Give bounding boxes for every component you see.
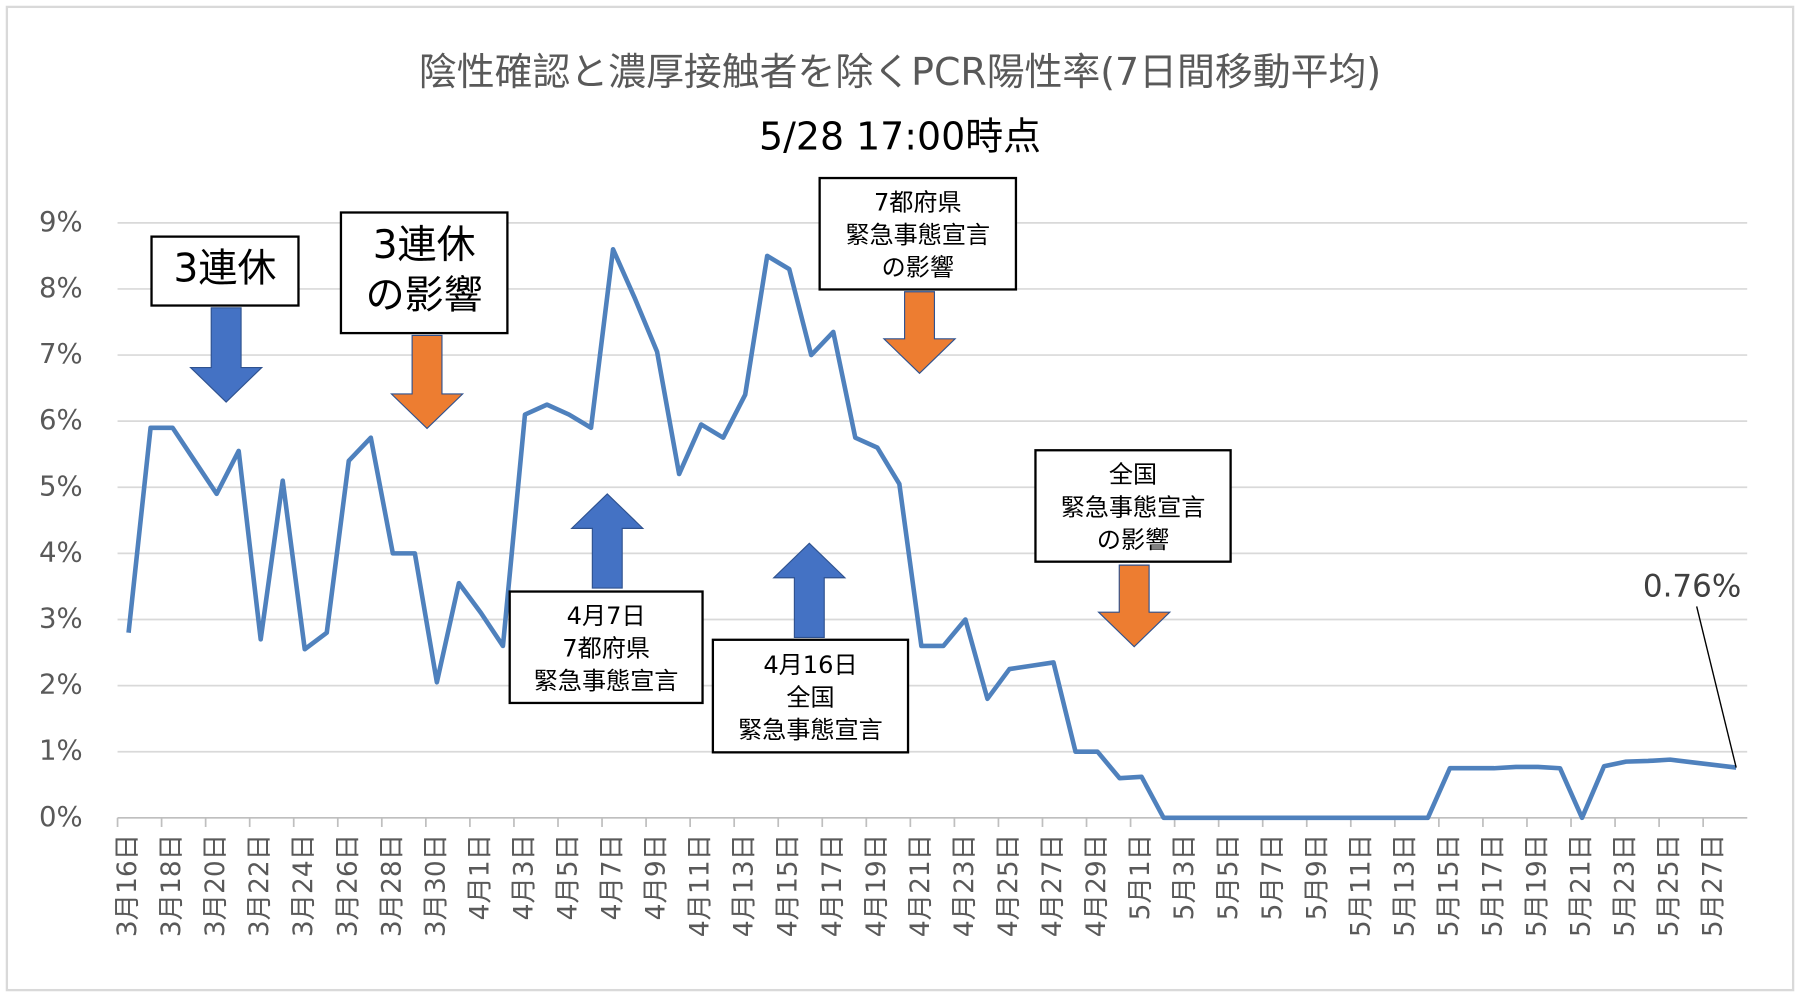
arrow xyxy=(882,291,957,375)
annotation-box xyxy=(711,638,910,754)
annotation-box xyxy=(1034,449,1232,563)
x-tick-label: 4月29日 xyxy=(1081,834,1112,937)
x-tick-label: 5月13日 xyxy=(1389,834,1420,937)
x-tick-label: 4月11日 xyxy=(685,834,716,937)
annotation-text: 緊急事態宣言 xyxy=(845,221,990,249)
annotation-text: 7都府県 xyxy=(562,635,650,663)
x-tick-label: 3月24日 xyxy=(288,834,319,937)
annotation-text: 3連休 xyxy=(373,223,476,268)
x-tick-label: 5月1日 xyxy=(1125,834,1156,920)
data-line xyxy=(126,246,1737,821)
x-tick-label: 4月15日 xyxy=(773,834,804,937)
x-tick-label: 5月21日 xyxy=(1566,834,1597,937)
x-tick-label: 4月25日 xyxy=(993,834,1024,937)
y-tick-label: 0% xyxy=(39,801,83,833)
chart-subtitle: 5/28 17:00時点 xyxy=(759,114,1041,158)
arrow xyxy=(189,307,264,403)
y-tick-label: 9% xyxy=(39,206,83,238)
arrow xyxy=(1097,564,1172,648)
x-tick-label: 3月26日 xyxy=(332,834,363,937)
annotation-box xyxy=(508,590,704,705)
x-tick-label: 5月23日 xyxy=(1610,834,1641,937)
x-tick-label: 4月17日 xyxy=(817,834,848,937)
annotation-text: 3連休 xyxy=(174,247,277,292)
x-tick-label: 4月19日 xyxy=(861,834,892,937)
x-tick-label: 3月18日 xyxy=(156,834,187,937)
y-tick-label: 3% xyxy=(39,602,83,634)
x-tick-label: 3月30日 xyxy=(420,834,451,937)
x-tick-label: 3月16日 xyxy=(112,834,143,937)
x-tick-label: 4月27日 xyxy=(1037,834,1068,937)
x-tick-label: 4月21日 xyxy=(905,834,936,937)
y-tick-label: 4% xyxy=(39,536,83,568)
x-tick-label: 5月3日 xyxy=(1169,834,1200,920)
y-tick-label: 1% xyxy=(39,735,83,767)
annotation-text: の影響 xyxy=(366,274,483,319)
x-tick-label: 5月25日 xyxy=(1654,834,1685,937)
annotation-box xyxy=(818,176,1018,291)
x-tick-label: 3月22日 xyxy=(244,834,275,937)
x-tick-label: 5月5日 xyxy=(1213,834,1244,920)
arrow xyxy=(772,542,847,639)
data-label: 0.76% xyxy=(1643,569,1741,605)
x-tick-label: 5月19日 xyxy=(1521,834,1552,937)
arrow xyxy=(390,334,465,430)
annotation-text: の影響 xyxy=(882,254,954,282)
x-tick-label: 4月5日 xyxy=(553,834,584,920)
annotation-text: 全国 xyxy=(1109,461,1157,489)
annotation-text: の影響 xyxy=(1097,526,1169,554)
x-tick-label: 4月13日 xyxy=(729,834,760,937)
x-tick-label: 5月15日 xyxy=(1433,834,1464,937)
annotation-box xyxy=(339,211,509,335)
y-tick-label: 8% xyxy=(39,272,83,304)
annotation-text: 緊急事態宣言 xyxy=(1061,493,1206,521)
x-tick-label: 4月23日 xyxy=(949,834,980,937)
annotation-text: 緊急事態宣言 xyxy=(534,667,679,695)
y-tick-label: 5% xyxy=(39,470,83,502)
x-tick-label: 3月28日 xyxy=(376,834,407,937)
x-tick-label: 5月11日 xyxy=(1345,834,1376,937)
y-tick-label: 6% xyxy=(39,404,83,436)
y-tick-label: 7% xyxy=(39,338,83,370)
arrow xyxy=(570,493,645,589)
leader-line xyxy=(1696,606,1737,768)
x-tick-label: 5月27日 xyxy=(1698,834,1729,937)
x-tick-label: 5月9日 xyxy=(1301,834,1332,920)
x-tick-label: 4月9日 xyxy=(641,834,672,920)
x-tick-label: 4月3日 xyxy=(508,834,539,920)
annotation-text: 全国 xyxy=(786,683,834,711)
x-tick-label: 4月1日 xyxy=(464,834,495,920)
annotation-text: 7都府県 xyxy=(874,188,962,216)
annotation-text: 4月7日 xyxy=(567,602,646,630)
x-tick-label: 5月7日 xyxy=(1257,834,1288,920)
annotation: 3連休 xyxy=(150,235,300,307)
x-tick-label: 4月7日 xyxy=(597,834,628,920)
annotation-box xyxy=(150,235,300,307)
chart-title: 陰性確認と濃厚接触者を除くPCR陽性率(7日間移動平均) xyxy=(419,50,1381,94)
x-tick-label: 5月17日 xyxy=(1477,834,1508,937)
annotation-text: 緊急事態宣言 xyxy=(738,716,883,744)
x-tick-label: 3月20日 xyxy=(200,834,231,937)
annotation-text: 4月16日 xyxy=(763,651,857,679)
y-tick-label: 2% xyxy=(39,669,83,701)
